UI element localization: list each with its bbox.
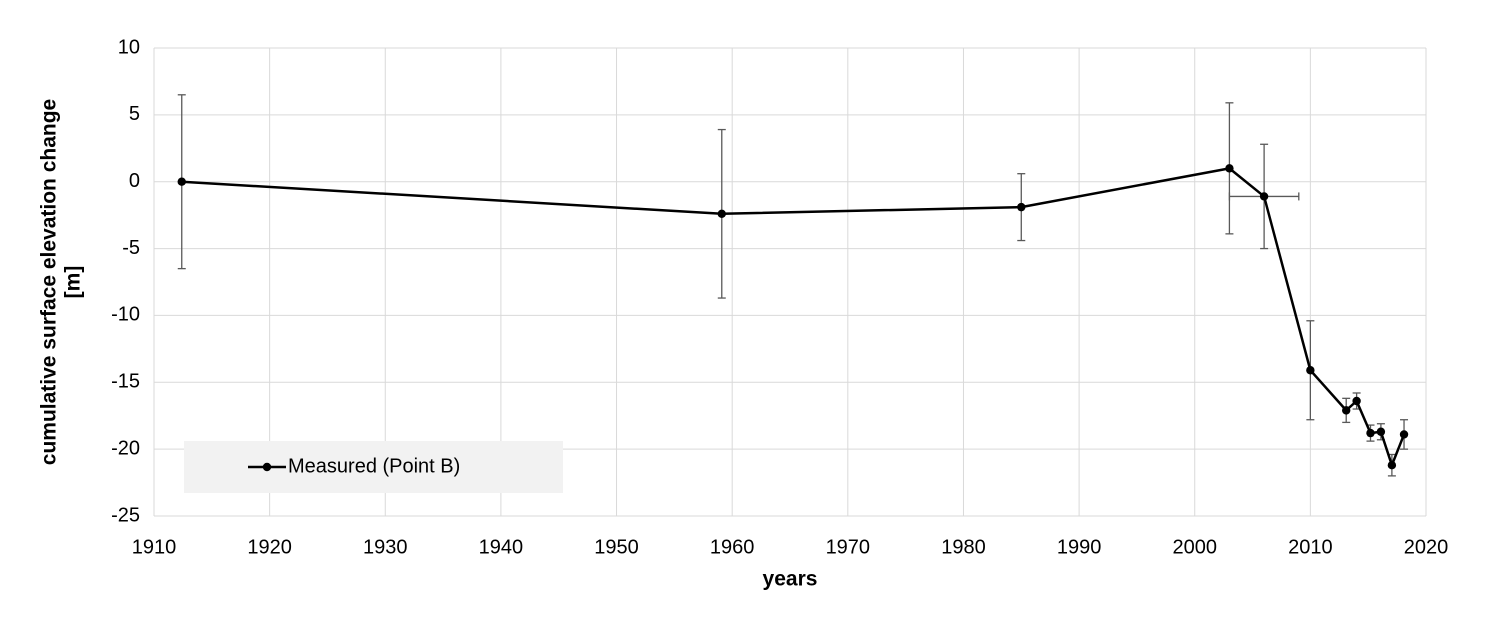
x-axis-title: years [763, 568, 818, 591]
x-tick-label: 2000 [1172, 536, 1217, 558]
data-point [177, 177, 186, 186]
x-tick-label: 1970 [826, 536, 871, 558]
y-tick-label: -15 [111, 371, 140, 393]
data-point [1342, 406, 1351, 415]
y-tick-label: 5 [129, 103, 140, 125]
data-point [1399, 430, 1409, 439]
data-point [1306, 366, 1315, 375]
data-point [717, 209, 726, 219]
x-tick-label: 1920 [247, 536, 292, 558]
data-line [181, 167, 1406, 467]
x-tick-label: 1950 [594, 536, 639, 558]
y-tick-label: 0 [129, 170, 140, 192]
y-tick-label: 10 [118, 36, 140, 58]
y-tick-label: -20 [111, 437, 140, 459]
x-tick-label: 1930 [363, 536, 408, 558]
y-tick-label: -5 [122, 237, 140, 259]
data-point [1259, 192, 1269, 201]
legend-box [184, 441, 563, 493]
x-tick-label: 1940 [479, 536, 524, 558]
data-point [1352, 396, 1361, 406]
x-tick-label: 1980 [941, 536, 986, 558]
data-point [1366, 428, 1375, 438]
x-tick-label: 1960 [710, 536, 755, 558]
data-point [1017, 202, 1026, 212]
x-tick-label: 2010 [1288, 536, 1333, 558]
data-point [1225, 164, 1234, 173]
legend-marker [262, 462, 272, 472]
data-point [1387, 460, 1397, 470]
y-axis-title: cumulative surface elevation change [m] [38, 99, 85, 465]
data-point [1376, 427, 1386, 436]
x-tick-label: 1990 [1057, 536, 1102, 558]
legend-label: Measured (Point B) [288, 455, 460, 477]
y-axis-title-line: cumulative surface elevation change [38, 99, 61, 465]
x-tick-label: 1910 [132, 536, 177, 558]
x-tick-label: 2020 [1404, 536, 1449, 558]
y-axis-title-line: [m] [62, 266, 85, 299]
y-tick-label: -25 [111, 504, 140, 526]
y-tick-label: -10 [111, 304, 140, 326]
